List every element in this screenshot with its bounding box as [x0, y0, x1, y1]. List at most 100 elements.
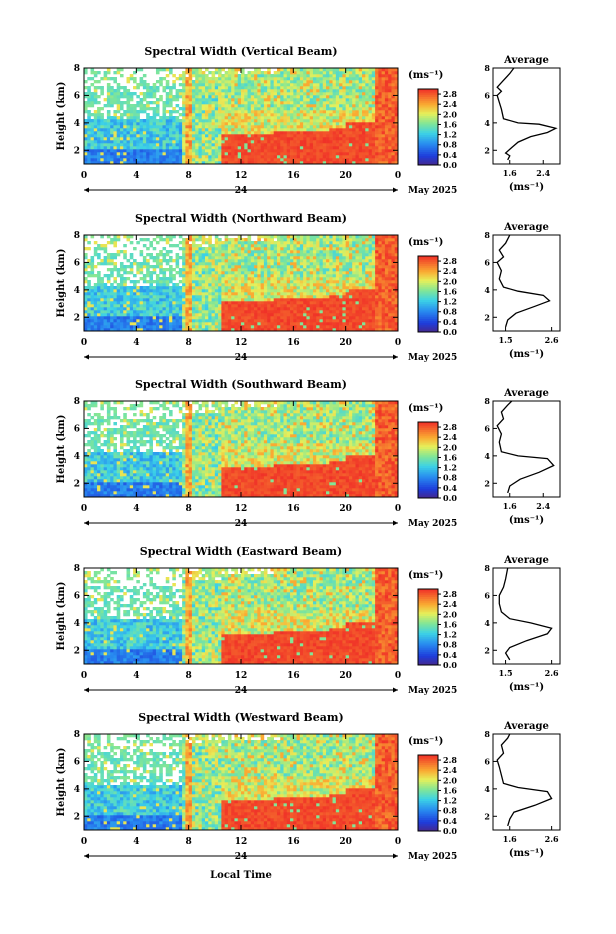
- heatmap-cell: [293, 155, 297, 158]
- heatmap-cell: [375, 113, 379, 116]
- heatmap-cell: [104, 307, 108, 310]
- heatmap-cell: [231, 125, 235, 128]
- heatmap-cell: [192, 277, 196, 280]
- heatmap-cell: [257, 283, 261, 286]
- heatmap-cell: [313, 71, 317, 74]
- heatmap-cell: [104, 292, 108, 295]
- heatmap-cell: [264, 280, 268, 283]
- heatmap-cell: [208, 113, 212, 116]
- heatmap-cell: [202, 113, 206, 116]
- heatmap-cell: [336, 92, 340, 95]
- arrow-right-icon: [393, 188, 398, 193]
- heatmap-cell: [375, 137, 379, 140]
- heatmap-cell: [205, 283, 209, 286]
- heatmap-cell: [284, 322, 288, 325]
- heatmap-cell: [202, 104, 206, 107]
- heatmap-cell: [284, 253, 288, 256]
- heatmap-cell: [290, 155, 294, 158]
- heatmap-cell: [221, 155, 225, 158]
- heatmap-cell: [140, 101, 144, 104]
- heatmap-cell: [221, 95, 225, 98]
- heatmap-cell: [313, 280, 317, 283]
- heatmap-cell: [254, 74, 258, 77]
- heatmap-cell: [176, 140, 180, 143]
- heatmap-cell: [205, 86, 209, 89]
- heatmap-cell: [306, 149, 310, 152]
- heatmap-cell: [333, 143, 337, 146]
- heatmap-cell: [267, 107, 271, 110]
- heatmap-cell: [91, 119, 95, 122]
- heatmap-cell: [306, 119, 310, 122]
- heatmap-cell: [156, 307, 160, 310]
- heatmap-cell: [159, 238, 163, 241]
- heatmap-cell: [205, 146, 209, 149]
- heatmap-cell: [303, 122, 307, 125]
- heatmap-cell: [388, 155, 392, 158]
- heatmap-cell: [297, 149, 301, 152]
- heatmap-cell: [261, 277, 265, 280]
- heatmap-cell: [300, 244, 304, 247]
- heatmap-cell: [270, 268, 274, 271]
- heatmap-cell: [297, 301, 301, 304]
- heatmap-cell: [192, 322, 196, 325]
- heatmap-cell: [284, 301, 288, 304]
- heatmap-cell: [140, 295, 144, 298]
- heatmap-cell: [149, 128, 153, 131]
- heatmap-cell: [231, 250, 235, 253]
- heatmap-cell: [87, 86, 91, 89]
- heatmap-cell: [212, 131, 216, 134]
- heatmap-cell: [179, 271, 183, 274]
- heatmap-cell: [166, 322, 170, 325]
- heatmap-cell: [320, 322, 324, 325]
- heatmap-cell: [339, 104, 343, 107]
- heatmap-cell: [120, 134, 124, 137]
- heatmap-cell: [244, 304, 248, 307]
- heatmap-cell: [238, 316, 242, 319]
- heatmap-cell: [326, 77, 330, 80]
- heatmap-cell: [166, 295, 170, 298]
- heatmap-cell: [140, 310, 144, 313]
- heatmap-cell: [215, 101, 219, 104]
- heatmap-cell: [349, 74, 353, 77]
- heatmap-cell: [385, 128, 389, 131]
- heatmap-cell: [192, 104, 196, 107]
- heatmap-cell: [303, 262, 307, 265]
- heatmap-cell: [228, 283, 232, 286]
- heatmap-cell: [91, 304, 95, 307]
- heatmap-cell: [365, 110, 369, 113]
- heatmap-cell: [306, 71, 310, 74]
- heatmap-cell: [221, 104, 225, 107]
- heatmap-cell: [169, 298, 173, 301]
- heatmap-cell: [316, 283, 320, 286]
- heatmap-cell: [153, 86, 157, 89]
- heatmap-cell: [185, 110, 189, 113]
- heatmap-cell: [372, 104, 376, 107]
- heatmap-cell: [336, 98, 340, 101]
- heatmap-cell: [169, 131, 173, 134]
- heatmap-cell: [225, 247, 229, 250]
- heatmap-cell: [274, 107, 278, 110]
- heatmap-cell: [284, 295, 288, 298]
- heatmap-cell: [261, 155, 265, 158]
- heatmap-cell: [120, 107, 124, 110]
- heatmap-cell: [189, 253, 193, 256]
- heatmap-cell: [215, 77, 219, 80]
- heatmap-cell: [208, 283, 212, 286]
- heatmap-cell: [143, 280, 147, 283]
- heatmap-cell: [202, 83, 206, 86]
- heatmap-cell: [284, 238, 288, 241]
- heatmap-cell: [94, 119, 98, 122]
- heatmap-cell: [192, 80, 196, 83]
- heatmap-cell: [355, 131, 359, 134]
- heatmap-cell: [277, 98, 281, 101]
- heatmap-cell: [195, 158, 199, 161]
- heatmap-cell: [205, 134, 209, 137]
- heatmap-cell: [270, 313, 274, 316]
- heatmap-cell: [264, 149, 268, 152]
- heatmap-cell: [241, 134, 245, 137]
- heatmap-cell: [140, 313, 144, 316]
- heatmap-cell: [313, 256, 317, 259]
- heatmap-cell: [159, 131, 163, 134]
- heatmap-cell: [287, 280, 291, 283]
- heatmap-cell: [176, 131, 180, 134]
